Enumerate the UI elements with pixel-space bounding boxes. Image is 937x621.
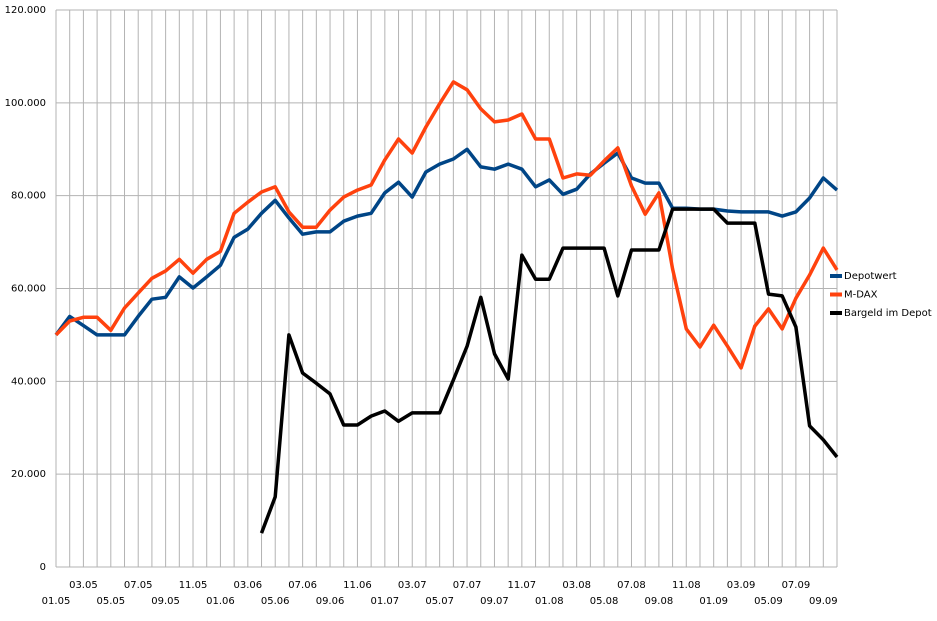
x-tick-label: 09.05 xyxy=(151,596,180,607)
x-tick-label: 01.07 xyxy=(371,596,400,607)
x-tick-label: 05.08 xyxy=(590,596,619,607)
x-tick-label: 05.05 xyxy=(96,596,125,607)
x-tick-label: 03.07 xyxy=(398,580,427,591)
series-line xyxy=(259,207,839,534)
x-tick-label: 01.08 xyxy=(535,596,564,607)
x-tick-label: 01.05 xyxy=(42,596,71,607)
y-tick-label: 60.000 xyxy=(11,284,46,295)
x-tick-label: 05.09 xyxy=(754,596,783,607)
x-tick-label: 09.06 xyxy=(316,596,345,607)
x-tick-label: 01.09 xyxy=(699,596,728,607)
y-tick-label: 20.000 xyxy=(11,469,46,480)
x-tick-label: 09.07 xyxy=(480,596,509,607)
x-tick-label: 09.08 xyxy=(645,596,674,607)
x-tick-label: 11.05 xyxy=(179,580,208,591)
x-tick-label: 05.07 xyxy=(425,596,454,607)
x-tick-label: 03.09 xyxy=(727,580,756,591)
y-tick-label: 40.000 xyxy=(11,376,46,387)
y-tick-label: 80.000 xyxy=(11,191,46,202)
x-tick-label: 07.09 xyxy=(782,580,811,591)
y-tick-label: 0 xyxy=(40,562,46,573)
x-tick-label: 09.09 xyxy=(809,596,838,607)
x-tick-label: 03.05 xyxy=(69,580,98,591)
x-tick-label: 11.06 xyxy=(343,580,372,591)
x-tick-label: 07.06 xyxy=(288,580,317,591)
series-line xyxy=(54,147,839,337)
x-tick-label: 11.07 xyxy=(508,580,537,591)
x-tick-label: 03.08 xyxy=(562,580,591,591)
x-tick-label: 07.05 xyxy=(124,580,153,591)
x-tick-label: 07.07 xyxy=(453,580,482,591)
y-tick-label: 100.000 xyxy=(5,98,46,109)
y-tick-label: 120.000 xyxy=(5,5,46,16)
x-tick-label: 07.08 xyxy=(617,580,646,591)
x-tick-label: 05.06 xyxy=(261,596,290,607)
x-tick-label: 11.08 xyxy=(672,580,701,591)
legend-label: Bargeld im Depot xyxy=(844,308,932,319)
legend-label: M-DAX xyxy=(844,290,878,301)
series-line xyxy=(54,80,839,370)
x-tick-label: 01.06 xyxy=(206,596,235,607)
x-tick-label: 03.06 xyxy=(234,580,263,591)
legend-label: Depotwert xyxy=(844,271,897,282)
